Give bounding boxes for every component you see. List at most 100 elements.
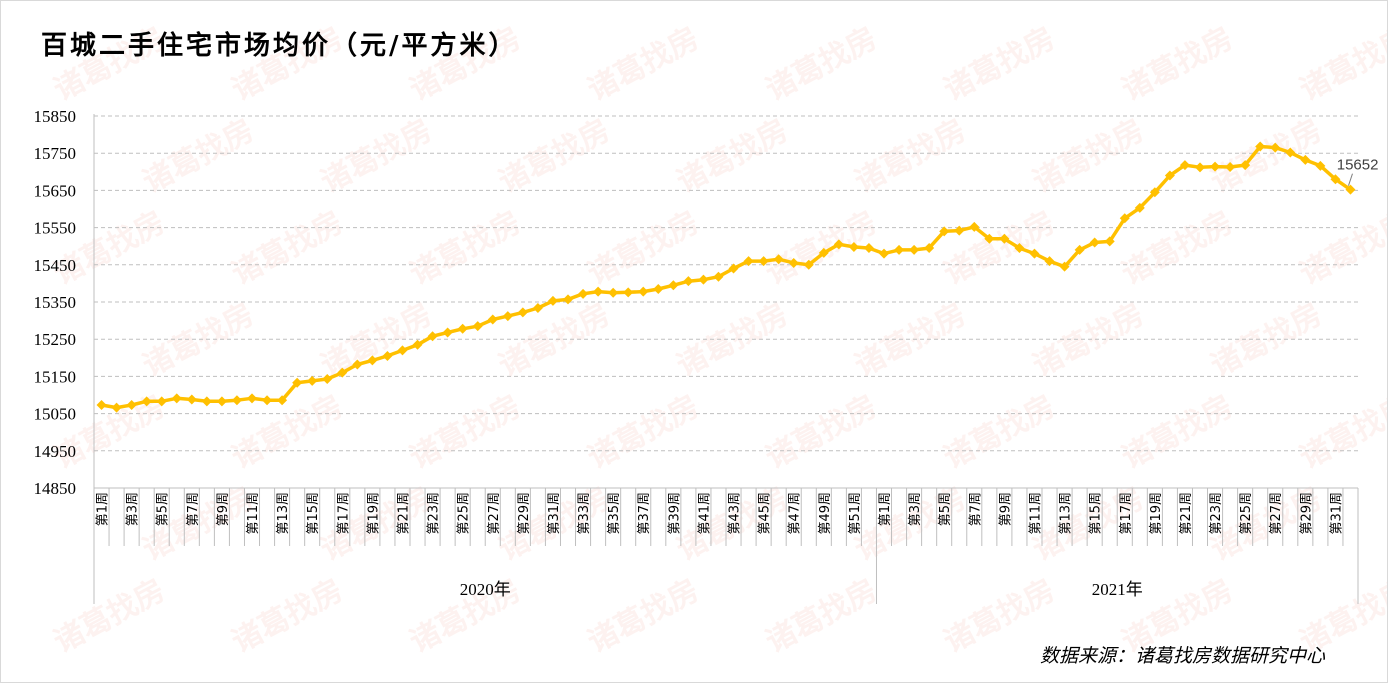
data-point — [382, 350, 393, 361]
x-tick-label: 第39周 — [667, 492, 682, 535]
x-tick-label: 第33周 — [577, 492, 592, 535]
data-point — [1119, 213, 1130, 224]
x-tick-label: 第27周 — [1269, 492, 1284, 535]
data-point — [141, 396, 152, 407]
x-tick-label: 第31周 — [547, 492, 562, 535]
x-tick-label: 第7周 — [968, 492, 983, 526]
watermark-text: 诸葛找房 — [1116, 205, 1238, 292]
data-point — [1210, 161, 1221, 172]
x-tick-label: 第13周 — [1059, 492, 1074, 535]
x-tick-label: 第51周 — [848, 492, 863, 535]
x-tick-label: 第29周 — [1299, 492, 1314, 535]
x-tick-label: 第9周 — [216, 492, 231, 526]
watermark-text: 诸葛找房 — [315, 113, 437, 200]
data-point — [984, 233, 995, 244]
x-tick-label: 第1周 — [878, 492, 893, 526]
data-point — [262, 395, 273, 406]
data-point — [292, 377, 303, 388]
data-point — [1240, 160, 1251, 171]
x-tick-label: 第23周 — [1209, 492, 1224, 535]
watermark-text: 诸葛找房 — [226, 389, 348, 476]
watermark-text: 诸葛找房 — [1205, 297, 1327, 384]
data-point — [532, 302, 543, 313]
data-point — [758, 256, 769, 267]
data-point — [563, 294, 573, 305]
x-tick-label: 第29周 — [517, 492, 532, 535]
data-point — [247, 393, 257, 404]
x-tick-label: 第11周 — [246, 492, 261, 535]
x-tick-labels: 第1周 第3周 第5周 第7周 第9周 第11周 第13周 第15周 第17周 第19周 第21周第… — [96, 492, 1345, 535]
watermark-text: 诸葛找房 — [315, 297, 437, 384]
x-tick-label: 第15周 — [306, 492, 321, 535]
y-tick-label: 15750 — [34, 144, 77, 163]
data-point — [969, 221, 980, 232]
data-point — [578, 288, 589, 299]
watermark-text: 诸葛找房 — [938, 389, 1060, 476]
watermark-text: 诸葛找房 — [849, 297, 971, 384]
data-point — [502, 311, 513, 322]
x-tick-label: 第37周 — [637, 492, 652, 535]
watermark-text: 诸葛找房 — [760, 21, 882, 108]
x-tick-label: 第45周 — [758, 492, 773, 535]
x-tick-label: 第19周 — [1149, 492, 1164, 535]
data-source-note: 数据来源：诸葛找房数据研究中心 — [1039, 645, 1325, 667]
data-point — [1270, 142, 1281, 153]
watermark-text: 诸葛找房 — [938, 205, 1060, 292]
data-point — [156, 396, 167, 407]
watermark-text: 诸葛找房 — [1383, 113, 1387, 200]
data-point — [743, 256, 754, 267]
watermark-text: 诸葛找房 — [48, 573, 170, 660]
x-tick-label: 第31周 — [1329, 492, 1344, 535]
data-point — [788, 257, 799, 268]
data-point — [668, 280, 679, 291]
x-tick-label: 第23周 — [427, 492, 442, 535]
data-point — [186, 394, 197, 405]
x-tick-label: 第3周 — [126, 492, 141, 526]
watermark-text: 诸葛找房 — [1383, 481, 1387, 568]
x-group-labels: 2020年 2021年 — [460, 580, 1143, 599]
data-point — [608, 287, 619, 298]
watermark-text: 诸葛找房 — [671, 113, 793, 200]
x-tick-label: 第7周 — [186, 492, 201, 526]
last-value-label: 15652 — [1337, 157, 1379, 174]
data-point — [427, 331, 438, 342]
data-point — [472, 321, 483, 332]
y-tick-label: 14950 — [34, 442, 77, 461]
data-point — [924, 243, 935, 254]
watermark-text: 诸葛找房 — [849, 113, 971, 200]
watermark-text: 诸葛找房 — [1383, 297, 1387, 384]
watermark-text: 诸葛找房 — [582, 573, 704, 660]
watermark-text: 诸葛找房 — [1294, 205, 1387, 292]
data-point — [698, 274, 709, 285]
watermark-text: 诸葛找房 — [760, 389, 882, 476]
data-point — [1315, 160, 1326, 171]
watermark-text: 诸葛找房 — [671, 297, 793, 384]
data-point — [939, 226, 950, 237]
y-tick-label: 15850 — [34, 107, 77, 126]
y-tick-labels: 14850 14950 15050 15150 15250 15350 15450 15550… — [34, 107, 77, 498]
data-point — [593, 286, 604, 297]
x-tick-label: 第11周 — [1028, 492, 1043, 535]
data-point — [1164, 170, 1175, 181]
data-point — [517, 307, 528, 318]
y-tick-label: 15350 — [34, 293, 77, 312]
data-point — [909, 244, 920, 255]
y-tick-label: 15150 — [34, 367, 77, 386]
data-point — [1029, 248, 1040, 259]
x-tick-label: 第5周 — [938, 492, 953, 526]
data-point — [653, 283, 664, 294]
data-point — [1225, 161, 1236, 172]
axes — [93, 114, 1359, 604]
data-point — [863, 243, 874, 254]
data-point — [1134, 202, 1145, 213]
data-point — [999, 233, 1010, 244]
data-point — [683, 276, 694, 287]
data-point — [848, 241, 859, 252]
watermark-text: 诸葛找房 — [1294, 21, 1387, 108]
data-point — [803, 259, 814, 270]
data-point — [337, 367, 348, 378]
watermark-text: 诸葛找房 — [404, 205, 526, 292]
